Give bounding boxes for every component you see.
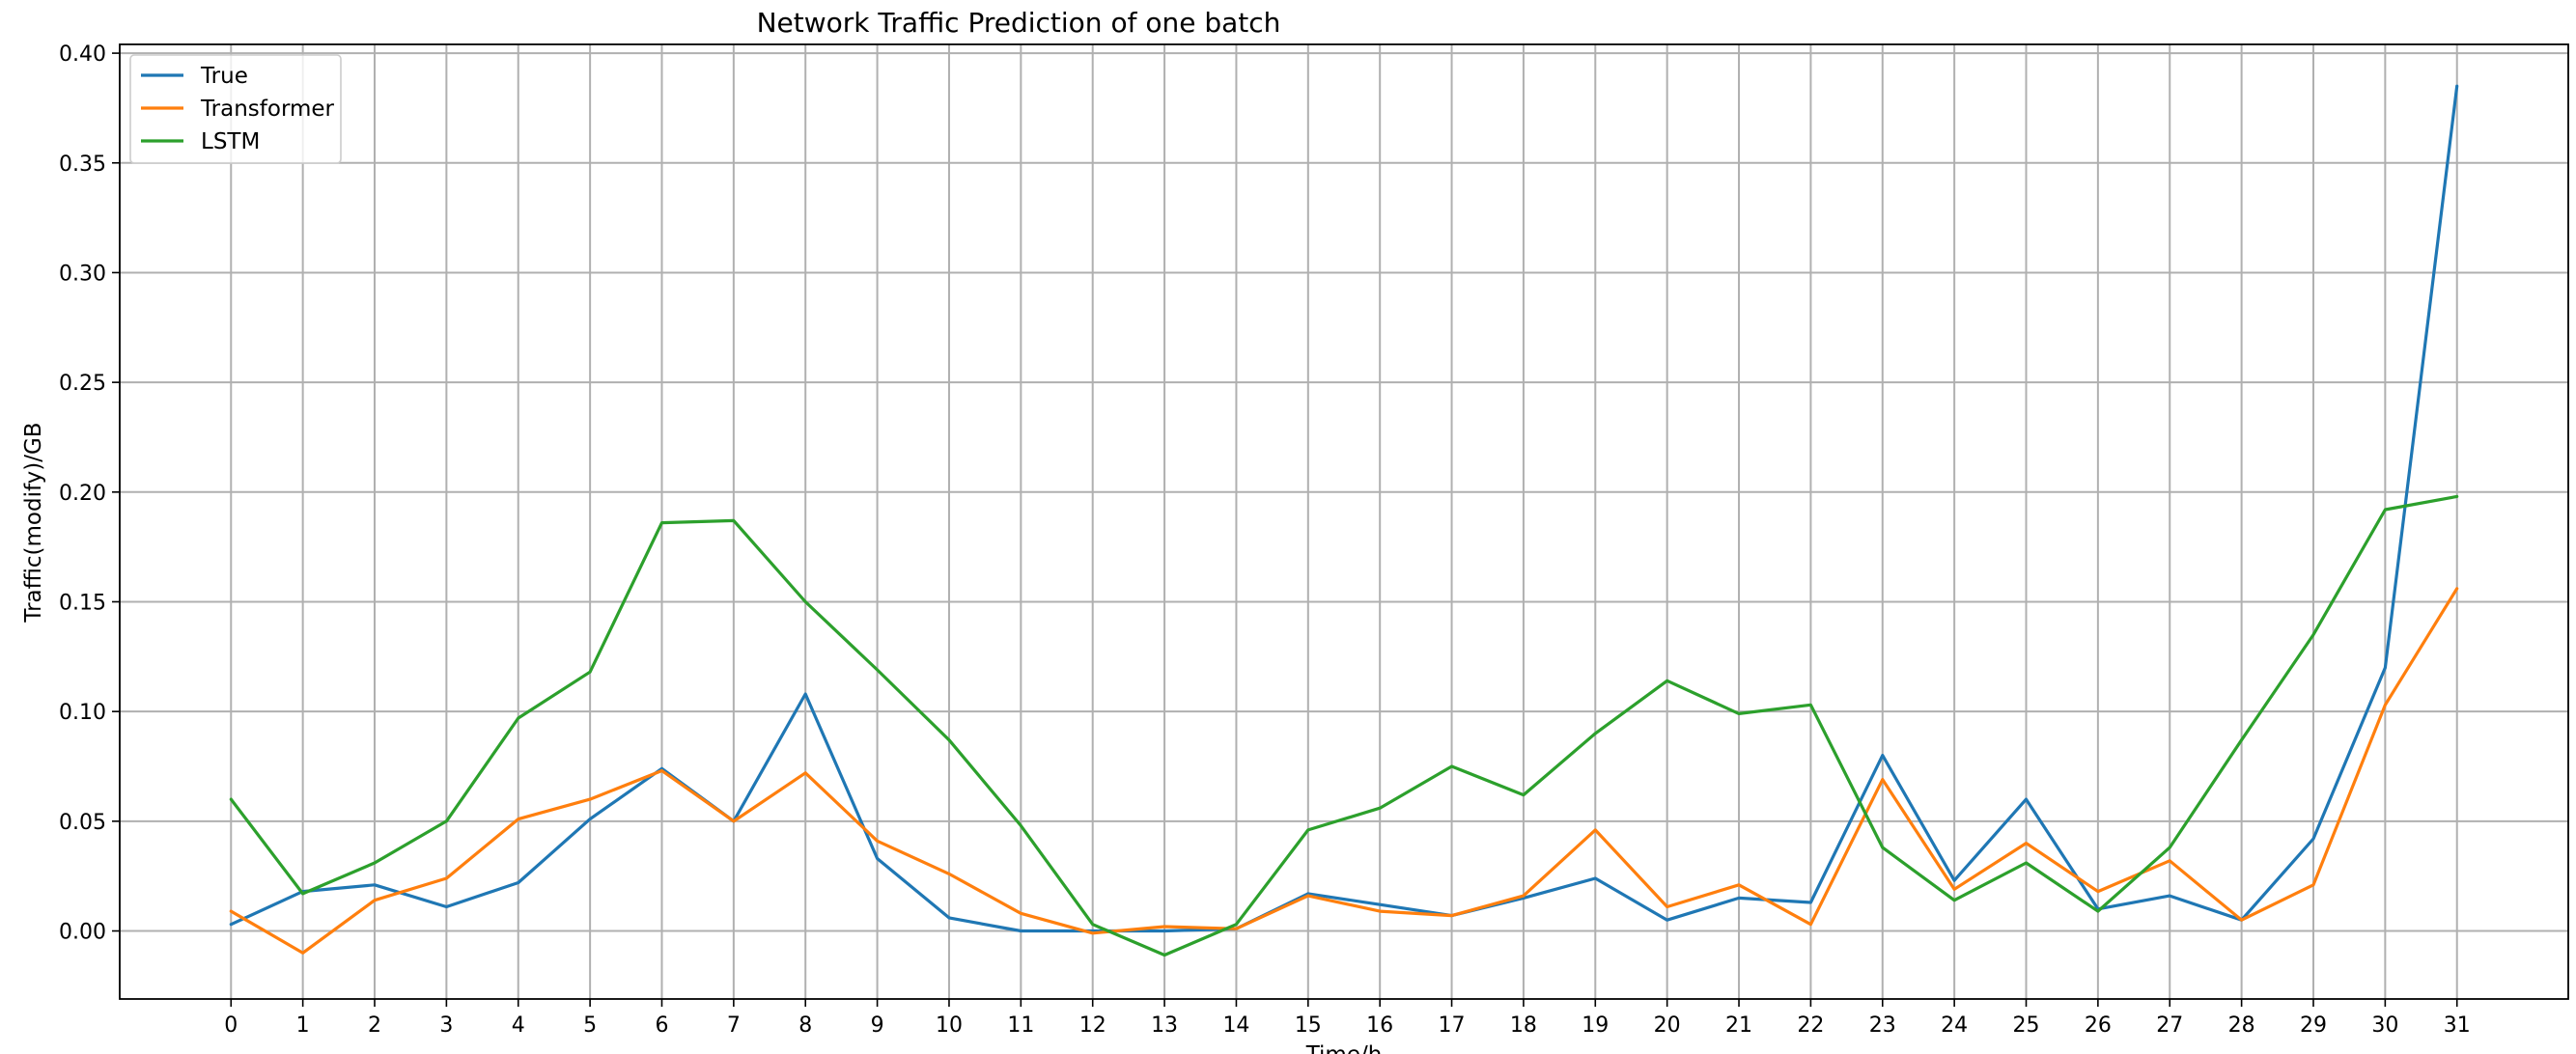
x-tick-label: 1 [296,1013,310,1038]
series-line-true [229,84,2459,933]
x-tick-label: 29 [2300,1013,2327,1038]
legend-label-true: True [200,64,248,89]
y-tick-label: 0.35 [59,153,106,177]
x-tick-label: 17 [1439,1013,1466,1038]
x-tick-label: 0 [224,1013,238,1038]
legend-items: True Transformer LSTM [141,64,335,154]
grid [120,44,2568,999]
x-tick-label: 8 [798,1013,812,1038]
legend-label-lstm: LSTM [201,129,260,154]
x-tick-label: 16 [1366,1013,1393,1038]
y-tick-label: 0.30 [59,262,106,286]
x-tick-label: 23 [1869,1013,1896,1038]
x-tick-label: 27 [2156,1013,2183,1038]
y-tick-label: 0.10 [59,701,106,725]
y-tick-label: 0.25 [59,372,106,396]
x-tick-label: 2 [368,1013,381,1038]
x-tick-label: 10 [936,1013,963,1038]
y-axis-label: Traffic(modify)/GB [21,422,46,623]
y-tick-label: 0.40 [59,42,106,67]
x-tick-label: 24 [1941,1013,1968,1038]
series-line-lstm [229,494,2459,957]
x-tick-label: 3 [439,1013,453,1038]
x-tick-label: 19 [1582,1013,1609,1038]
x-axis-label: Time/h [1305,1042,1383,1054]
x-tick-label: 5 [583,1013,597,1038]
x-tick-label: 18 [1510,1013,1537,1038]
x-tick-label: 9 [871,1013,884,1038]
y-tick-label: 0.05 [59,811,106,835]
y-tick-label: 0.20 [59,482,106,506]
x-tick-label: 31 [2444,1013,2471,1038]
x-tick-label: 21 [1725,1013,1752,1038]
x-tick-label: 11 [1007,1013,1034,1038]
series-line-transformer [229,587,2459,955]
series-lines [229,84,2459,957]
x-tick-label: 15 [1295,1013,1322,1038]
x-tick-label: 25 [2013,1013,2040,1038]
x-tick-label: 28 [2228,1013,2255,1038]
x-tick-label: 6 [655,1013,668,1038]
x-tick-label: 13 [1151,1013,1178,1038]
axis-ticks: 0 1 2 3 4 5 6 7 8 9 10 11 12 13 14 15 16 17 18 19 20 21 22 23 24… [59,42,2471,1038]
y-tick-label: 0.00 [59,921,106,945]
x-tick-label: 7 [727,1013,741,1038]
legend: True Transformer LSTM [129,54,342,164]
x-tick-label: 20 [1654,1013,1681,1038]
x-tick-label: 12 [1079,1013,1106,1038]
y-tick-label: 0.15 [59,591,106,615]
chart-title: Network Traffic Prediction of one batch [757,7,1281,39]
x-tick-label: 26 [2085,1013,2112,1038]
x-tick-label: 14 [1222,1013,1249,1038]
x-tick-label: 30 [2371,1013,2398,1038]
legend-label-transformer: Transformer [200,97,335,122]
legend-frame [129,54,342,164]
plot-frame [119,43,2569,1000]
x-tick-label: 22 [1797,1013,1824,1038]
x-tick-label: 4 [512,1013,525,1038]
